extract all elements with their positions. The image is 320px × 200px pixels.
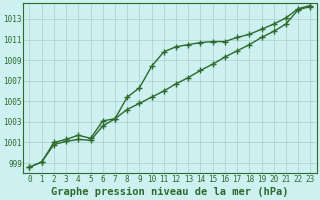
X-axis label: Graphe pression niveau de la mer (hPa): Graphe pression niveau de la mer (hPa) [51, 186, 289, 197]
